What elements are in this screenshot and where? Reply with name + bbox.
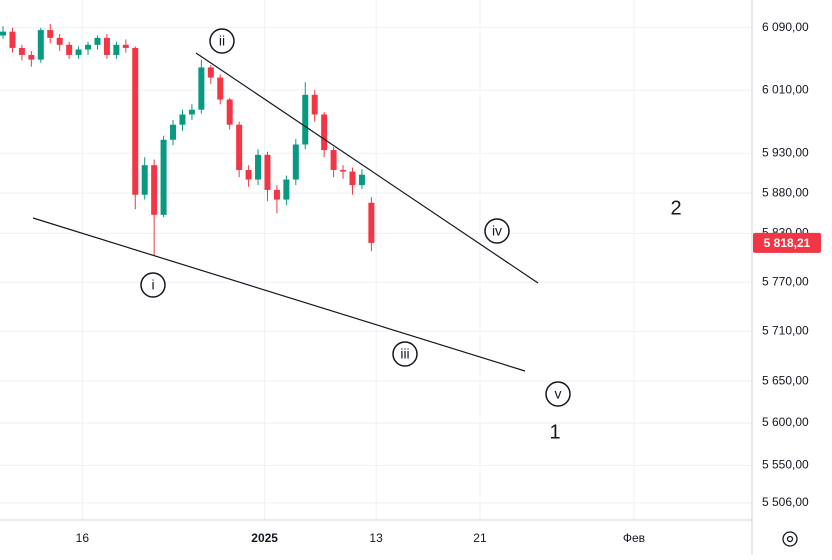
candle-body <box>245 169 252 180</box>
settings-button[interactable] <box>782 531 798 547</box>
candle-body <box>122 44 129 48</box>
candle-body <box>217 77 224 100</box>
candle-body <box>113 44 120 55</box>
candle-body <box>283 179 290 200</box>
wave-label: v <box>545 381 571 407</box>
x-tick-label: Фев <box>623 531 645 545</box>
candle-body <box>37 30 44 60</box>
y-tick-label: 6 090,00 <box>762 20 809 34</box>
candle-body <box>66 44 73 55</box>
wave-text: ii <box>219 33 225 49</box>
candle-body <box>311 94 318 115</box>
wave-label: iv <box>484 218 510 244</box>
candle-body <box>340 169 347 172</box>
candle-body <box>264 154 271 190</box>
wave-text: v <box>555 386 562 402</box>
wave-degree: 1 <box>549 421 560 443</box>
candle-body <box>188 109 195 115</box>
candle-body <box>179 114 186 125</box>
trend-line <box>32 217 526 372</box>
candle-body <box>330 150 337 170</box>
candle-body <box>207 67 214 78</box>
candle-body <box>9 31 16 48</box>
x-tick-label: 21 <box>473 531 487 545</box>
candle-body <box>368 202 375 243</box>
candle-body <box>358 174 365 186</box>
y-tick-label: 5 650,00 <box>762 373 809 387</box>
y-tick-label: 5 880,00 <box>762 185 809 199</box>
candles <box>0 23 375 256</box>
wave-degree: 2 <box>670 197 681 219</box>
candle-body <box>198 67 205 110</box>
y-tick-label: 5 550,00 <box>762 458 809 472</box>
candle-body <box>94 37 101 45</box>
candle-body <box>349 171 356 186</box>
candle-body <box>103 37 110 55</box>
x-tick-label: 13 <box>369 531 383 545</box>
axis-labels: 6 090,006 010,005 930,005 880,005 830,00… <box>76 20 821 545</box>
candle-body <box>321 114 328 151</box>
candle-body <box>0 31 7 36</box>
price-tag <box>753 232 821 253</box>
trend-line <box>195 52 539 284</box>
candle-body <box>302 94 309 145</box>
candle-body <box>75 49 82 55</box>
candle-body <box>160 139 167 215</box>
x-tick-label: 2025 <box>251 531 278 545</box>
candle-body <box>226 99 233 125</box>
candle-body <box>18 47 25 55</box>
candle-body <box>236 124 243 170</box>
candle-body <box>56 37 63 45</box>
wave-label: ii <box>209 28 235 54</box>
y-tick-label: 6 010,00 <box>762 82 809 96</box>
candle-body <box>47 30 54 38</box>
y-tick-label: 5 930,00 <box>762 145 809 159</box>
candle-body <box>255 154 262 180</box>
candle-body <box>132 47 139 195</box>
candle-body <box>170 124 177 140</box>
wave-label: i <box>140 272 166 298</box>
price-tag-label: 5 818,21 <box>764 236 811 250</box>
candle-body <box>273 189 280 200</box>
wave-text: i <box>151 277 154 293</box>
y-tick-label: 5 770,00 <box>762 274 809 288</box>
candle-body <box>141 165 148 195</box>
grid <box>0 0 752 520</box>
candle-body <box>292 144 299 180</box>
y-tick-label: 5 600,00 <box>762 415 809 429</box>
candle-body <box>151 165 158 215</box>
x-tick-label: 16 <box>76 531 90 545</box>
wave-text: iv <box>492 223 502 239</box>
candle-body <box>28 54 35 60</box>
y-tick-label: 5 506,00 <box>762 495 809 509</box>
wave-text: iii <box>400 346 409 362</box>
wave-label: iii <box>392 341 418 367</box>
candle-body <box>85 44 92 50</box>
y-tick-label: 5 710,00 <box>762 324 809 338</box>
